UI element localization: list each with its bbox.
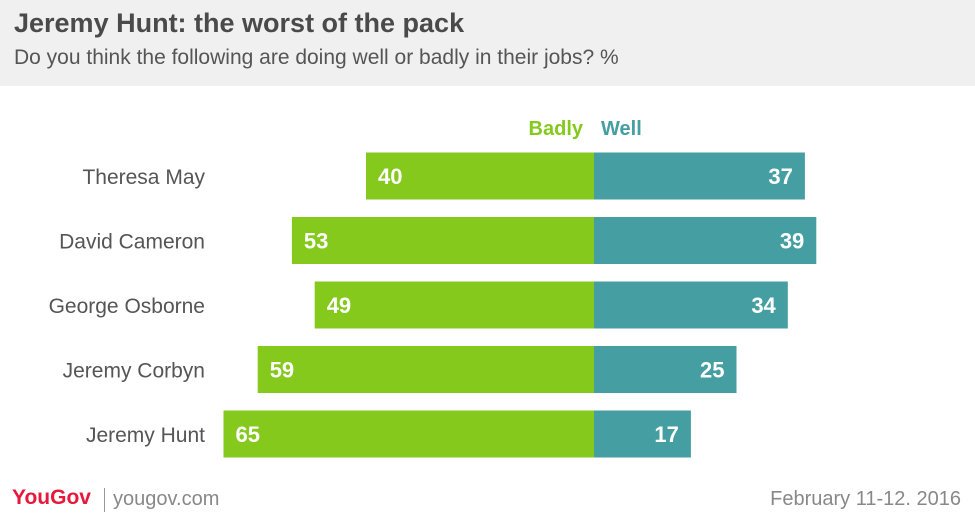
yougov-logo: YouGov (12, 486, 91, 509)
bar-well (594, 152, 805, 200)
bar-well (594, 410, 691, 458)
bar-badly (291, 217, 594, 264)
bar-well (594, 217, 817, 264)
footer-divider (104, 488, 105, 512)
data-label-badly: 49 (327, 293, 351, 318)
data-label-badly: 59 (270, 358, 294, 383)
legend-well: Well (601, 118, 642, 140)
bar-badly (223, 410, 594, 458)
bar-badly (257, 346, 594, 393)
legend-badly: Badly (528, 118, 583, 140)
category-label: Theresa May (82, 166, 205, 189)
data-label-badly: 65 (236, 422, 260, 447)
chart-title: Jeremy Hunt: the worst of the pack (14, 8, 465, 38)
category-label: George Osborne (49, 295, 205, 318)
category-label: Jeremy Hunt (86, 424, 205, 447)
data-label-well: 25 (700, 358, 724, 383)
bar-well (594, 346, 737, 393)
data-label-badly: 53 (304, 229, 328, 254)
category-label: David Cameron (59, 231, 205, 254)
data-label-well: 34 (751, 293, 776, 318)
bar-well (594, 281, 788, 329)
category-label: Jeremy Corbyn (63, 360, 205, 383)
data-label-badly: 40 (378, 164, 402, 189)
data-label-well: 17 (654, 422, 678, 447)
header-band: Jeremy Hunt: the worst of the pack Do yo… (0, 0, 975, 86)
bar-badly (314, 281, 594, 329)
footer-date: February 11-12. 2016 (770, 488, 961, 510)
data-label-well: 39 (780, 229, 804, 254)
chart-subtitle: Do you think the following are doing wel… (14, 46, 619, 69)
footer-url: yougov.com (113, 488, 220, 510)
data-label-well: 37 (768, 164, 792, 189)
bar-badly (366, 152, 594, 200)
